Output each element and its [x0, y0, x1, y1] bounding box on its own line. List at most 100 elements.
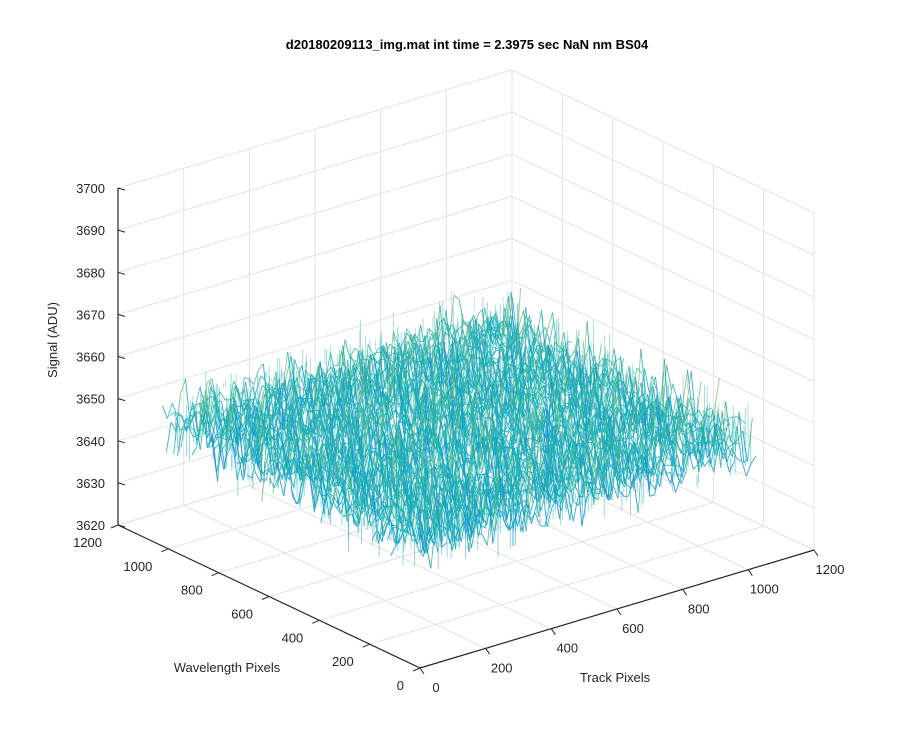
surface-segment [278, 475, 285, 496]
surface-segment [398, 445, 404, 448]
surface-segment [247, 418, 253, 423]
surface-segment [335, 488, 341, 515]
x-tick-mark [682, 589, 688, 596]
surface-segment [237, 456, 244, 481]
surface-segment [166, 403, 173, 419]
surface-segment [456, 347, 463, 401]
surface-segment [727, 443, 734, 448]
surface-segment [530, 357, 536, 363]
surface-segment [443, 317, 449, 332]
surface-segment [559, 383, 566, 391]
surface-segment [486, 429, 492, 437]
surface-segment [382, 350, 389, 385]
surface-segment [458, 348, 464, 354]
surface-segment [360, 509, 366, 514]
surface-segment [692, 464, 699, 470]
surface-segment [370, 382, 377, 393]
surface-segment [502, 430, 508, 433]
surface-segment [522, 310, 529, 340]
surface-segment [310, 450, 317, 494]
surface-segment [578, 432, 585, 448]
surface-segment [362, 415, 369, 451]
surface-segment [337, 345, 344, 366]
surface-segment [383, 519, 390, 536]
surface-segment [331, 497, 338, 509]
surface-segment [447, 425, 453, 450]
surface-segment [481, 436, 488, 479]
surface-segment [308, 461, 315, 475]
surface-segment [217, 426, 224, 462]
surface-segment [360, 496, 367, 509]
surface-segment [536, 419, 543, 424]
surface-segment [253, 369, 260, 385]
floor-grid-line [369, 525, 764, 645]
surface-segment [255, 473, 261, 483]
surface-segment [198, 402, 205, 435]
surface-segment [308, 401, 315, 412]
surface-segment [540, 379, 546, 385]
surface-segment [529, 393, 536, 399]
surface-segment [212, 434, 218, 482]
surface-segment [362, 408, 368, 421]
surface-segment [462, 410, 469, 417]
surface-segment [600, 392, 607, 415]
surface-segment [428, 455, 434, 464]
surface-segment [354, 347, 360, 353]
surface-segment [407, 340, 414, 360]
wall-grid-line [117, 111, 513, 231]
surface-segment [651, 375, 658, 391]
surface-segment [367, 344, 374, 355]
surface-segment [215, 450, 222, 473]
surface-segment [310, 475, 317, 482]
surface-segment [196, 402, 202, 406]
surface-segment [259, 395, 265, 452]
surface-segment [186, 414, 192, 420]
surface-segment [574, 421, 581, 435]
surface-segment [557, 388, 564, 420]
surface-segment [319, 361, 326, 402]
surface-segment [260, 383, 266, 406]
surface-segment [208, 404, 215, 431]
surface-segment [521, 323, 528, 347]
surface-segment [437, 367, 444, 409]
surface-segment [202, 415, 209, 449]
surface-segment [338, 479, 344, 494]
surface-segment [180, 379, 186, 394]
surface-segment [180, 418, 187, 448]
surface-segment [390, 348, 397, 397]
surface-segment [469, 322, 475, 359]
surface-segment [623, 419, 630, 440]
surface-segment [169, 411, 176, 416]
z-tick-mark [117, 356, 126, 359]
surface-segment [287, 371, 294, 385]
surface-segment [485, 384, 492, 390]
surface-segment [301, 387, 307, 392]
surface-segment [338, 478, 345, 491]
surface-segment [505, 291, 512, 320]
surface-segment [552, 424, 558, 430]
z-tick-mark [117, 482, 126, 486]
surface-segment [206, 378, 213, 383]
surface-segment [666, 365, 672, 390]
surface-segment [452, 429, 458, 432]
surface-segment [528, 349, 534, 369]
surface-segment [408, 335, 415, 356]
surface-segment [565, 406, 572, 432]
surface-segment [629, 380, 636, 397]
surface-segment [392, 345, 398, 355]
surface-segment [290, 457, 296, 461]
surface-segment [343, 489, 350, 507]
y-tick-mark [211, 572, 219, 577]
surface-segment [439, 374, 446, 388]
wall-grid-line [511, 111, 815, 256]
surface-segment [312, 473, 319, 486]
surface-segment [439, 342, 445, 378]
y-tick-mark [110, 524, 119, 529]
surface-segment [432, 380, 439, 391]
surface-segment [639, 413, 645, 434]
surface-segment [481, 401, 487, 407]
surface-segment [435, 343, 441, 348]
wall-grid-line [511, 238, 815, 382]
surface-segment [555, 355, 561, 369]
